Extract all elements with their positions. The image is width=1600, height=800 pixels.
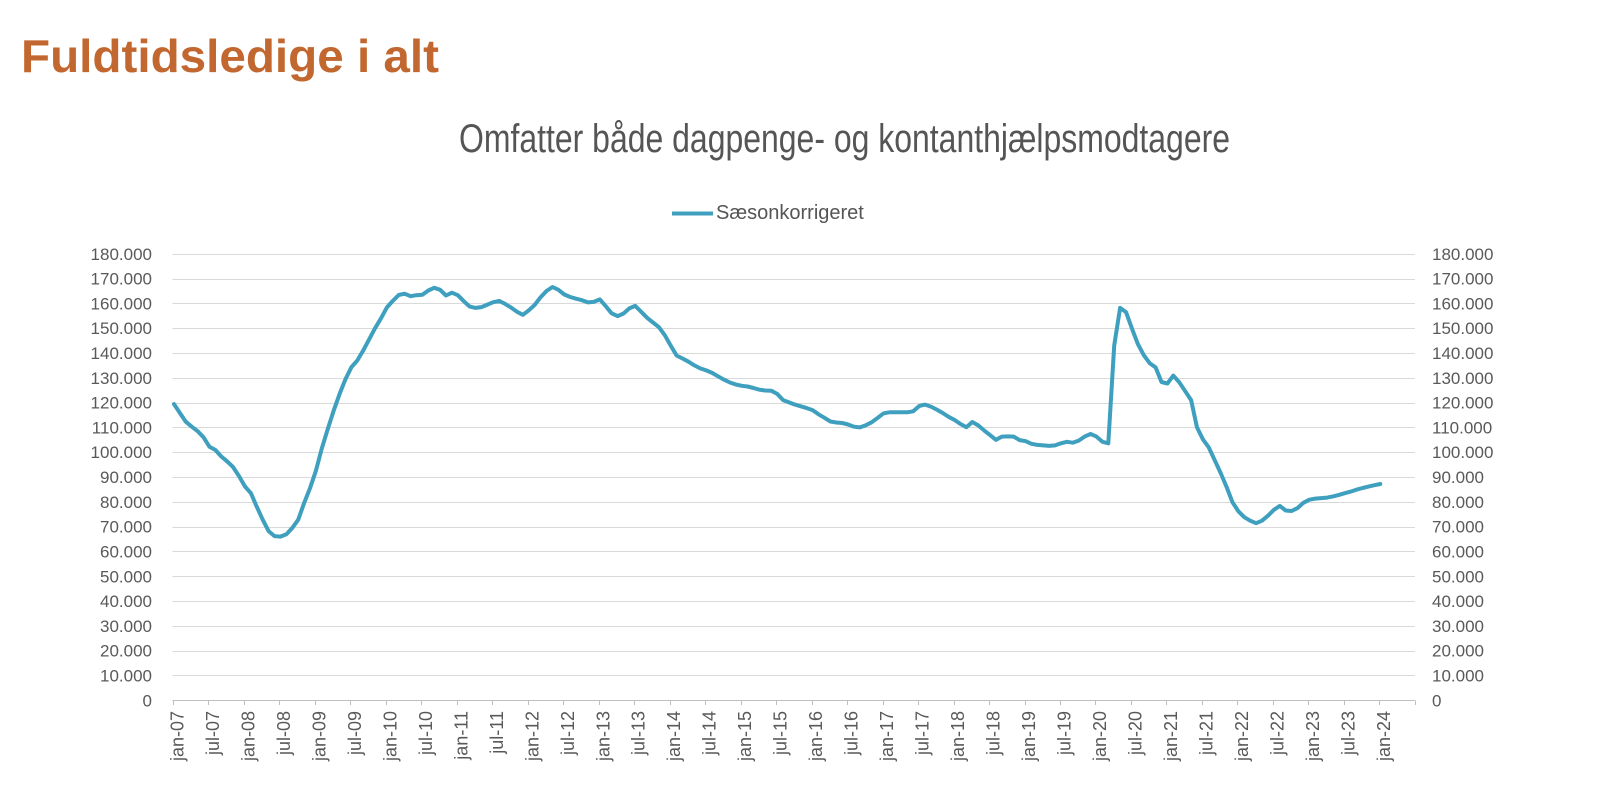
svg-text:jul-10: jul-10 — [416, 711, 436, 756]
svg-text:40.000: 40.000 — [1432, 592, 1484, 611]
svg-text:jul-13: jul-13 — [629, 711, 649, 756]
svg-text:jul-18: jul-18 — [984, 711, 1004, 756]
svg-text:jul-12: jul-12 — [558, 711, 578, 756]
svg-text:jan-24: jan-24 — [1374, 711, 1394, 762]
svg-text:Fuldtidsledige i alt: Fuldtidsledige i alt — [21, 30, 439, 82]
svg-text:50.000: 50.000 — [1432, 567, 1484, 586]
svg-text:Omfatter både dagpenge- og kon: Omfatter både dagpenge- og kontanthjælps… — [459, 117, 1230, 161]
svg-text:100.000: 100.000 — [91, 443, 152, 462]
svg-text:jan-22: jan-22 — [1232, 711, 1252, 762]
svg-text:jul-15: jul-15 — [771, 711, 791, 756]
svg-text:jul-16: jul-16 — [842, 711, 862, 756]
svg-text:160.000: 160.000 — [1432, 294, 1493, 313]
svg-text:30.000: 30.000 — [100, 617, 152, 636]
svg-text:0: 0 — [143, 691, 152, 710]
svg-text:50.000: 50.000 — [100, 567, 152, 586]
svg-text:90.000: 90.000 — [1432, 468, 1484, 487]
svg-text:60.000: 60.000 — [1432, 543, 1484, 562]
svg-text:110.000: 110.000 — [1432, 418, 1492, 437]
svg-text:jan-12: jan-12 — [522, 711, 542, 762]
svg-text:150.000: 150.000 — [1432, 319, 1493, 338]
svg-text:jan-21: jan-21 — [1161, 711, 1181, 762]
svg-text:150.000: 150.000 — [91, 319, 152, 338]
svg-text:jul-11: jul-11 — [487, 711, 507, 755]
svg-text:Sæsonkorrigeret: Sæsonkorrigeret — [716, 202, 864, 224]
svg-text:170.000: 170.000 — [1432, 270, 1493, 289]
svg-text:130.000: 130.000 — [1432, 369, 1493, 388]
svg-text:jan-20: jan-20 — [1090, 711, 1110, 762]
svg-text:140.000: 140.000 — [1432, 344, 1493, 363]
svg-text:jul-22: jul-22 — [1267, 711, 1287, 756]
svg-text:80.000: 80.000 — [100, 493, 152, 512]
svg-text:130.000: 130.000 — [91, 369, 152, 388]
svg-text:0: 0 — [1432, 691, 1441, 710]
svg-text:jul-08: jul-08 — [274, 711, 294, 756]
svg-text:jan-09: jan-09 — [309, 711, 329, 762]
svg-text:jan-07: jan-07 — [168, 711, 188, 762]
svg-text:jul-14: jul-14 — [700, 711, 720, 756]
svg-text:20.000: 20.000 — [1432, 642, 1484, 661]
svg-text:jul-20: jul-20 — [1126, 711, 1146, 756]
svg-text:jan-17: jan-17 — [877, 711, 897, 762]
svg-text:jan-14: jan-14 — [664, 711, 684, 762]
svg-text:jan-19: jan-19 — [1019, 711, 1039, 762]
svg-text:jan-13: jan-13 — [593, 711, 613, 762]
svg-text:jan-18: jan-18 — [948, 711, 968, 762]
svg-text:10.000: 10.000 — [1432, 667, 1484, 686]
svg-text:jul-09: jul-09 — [345, 711, 365, 756]
svg-text:30.000: 30.000 — [1432, 617, 1484, 636]
svg-text:120.000: 120.000 — [91, 394, 152, 413]
svg-text:jul-19: jul-19 — [1055, 711, 1075, 756]
svg-text:jan-10: jan-10 — [380, 711, 400, 762]
svg-text:jul-21: jul-21 — [1196, 711, 1216, 756]
svg-text:160.000: 160.000 — [91, 294, 152, 313]
svg-text:jul-07: jul-07 — [203, 711, 223, 756]
svg-text:jul-23: jul-23 — [1338, 711, 1358, 756]
svg-text:120.000: 120.000 — [1432, 394, 1493, 413]
svg-text:jan-11: jan-11 — [451, 711, 471, 761]
svg-text:40.000: 40.000 — [100, 592, 152, 611]
svg-text:70.000: 70.000 — [1432, 518, 1484, 537]
svg-text:180.000: 180.000 — [1432, 245, 1493, 264]
svg-text:90.000: 90.000 — [100, 468, 152, 487]
svg-text:180.000: 180.000 — [91, 245, 152, 264]
svg-text:170.000: 170.000 — [91, 270, 152, 289]
svg-text:100.000: 100.000 — [1432, 443, 1493, 462]
svg-text:140.000: 140.000 — [91, 344, 152, 363]
svg-text:jan-23: jan-23 — [1303, 711, 1323, 762]
svg-text:60.000: 60.000 — [100, 543, 152, 562]
svg-text:jan-16: jan-16 — [806, 711, 826, 762]
svg-text:jan-08: jan-08 — [239, 711, 259, 762]
svg-text:jul-17: jul-17 — [913, 711, 933, 756]
svg-text:110.000: 110.000 — [92, 418, 152, 437]
svg-text:80.000: 80.000 — [1432, 493, 1484, 512]
svg-text:jan-15: jan-15 — [735, 711, 755, 762]
svg-text:10.000: 10.000 — [100, 667, 152, 686]
svg-text:20.000: 20.000 — [100, 642, 152, 661]
svg-text:70.000: 70.000 — [100, 518, 152, 537]
